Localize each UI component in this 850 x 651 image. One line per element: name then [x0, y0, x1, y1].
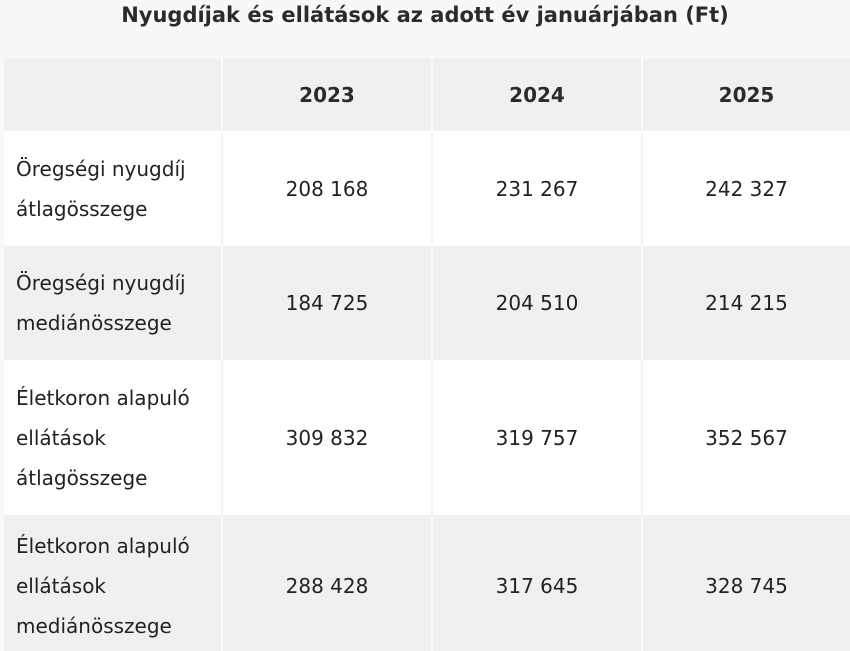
- table-row: Öregségi nyugdíj átlagösszege 208 168 23…: [4, 131, 850, 246]
- header-cell-empty: [4, 59, 222, 131]
- row-label: Életkoron alapuló ellátások mediánösszeg…: [4, 515, 222, 651]
- table-title: Nyugdíjak és ellátások az adott év januá…: [0, 0, 850, 58]
- value-cell: 208 168: [221, 131, 432, 246]
- value-cell: 204 510: [431, 246, 642, 360]
- value-cell: 309 832: [221, 360, 432, 515]
- row-label: Öregségi nyugdíj mediánösszege: [4, 246, 222, 360]
- value-cell: 288 428: [221, 515, 432, 651]
- table-row: Életkoron alapuló ellátások átlagösszege…: [4, 360, 850, 515]
- row-label: Életkoron alapuló ellátások átlagösszege: [4, 360, 222, 515]
- value-cell: 352 567: [641, 360, 850, 515]
- pension-table: 2023 2024 2025 Öregségi nyugdíj átlagöss…: [4, 59, 850, 651]
- header-cell-2023: 2023: [221, 59, 432, 131]
- table-header-row: 2023 2024 2025: [4, 59, 850, 131]
- value-cell: 184 725: [221, 246, 432, 360]
- row-label: Öregségi nyugdíj átlagösszege: [4, 131, 222, 246]
- table-row: Életkoron alapuló ellátások mediánösszeg…: [4, 515, 850, 651]
- table-row: Öregségi nyugdíj mediánösszege 184 725 2…: [4, 246, 850, 360]
- value-cell: 319 757: [431, 360, 642, 515]
- value-cell: 328 745: [641, 515, 850, 651]
- value-cell: 214 215: [641, 246, 850, 360]
- header-cell-2025: 2025: [641, 59, 850, 131]
- value-cell: 317 645: [431, 515, 642, 651]
- header-cell-2024: 2024: [431, 59, 642, 131]
- value-cell: 231 267: [431, 131, 642, 246]
- value-cell: 242 327: [641, 131, 850, 246]
